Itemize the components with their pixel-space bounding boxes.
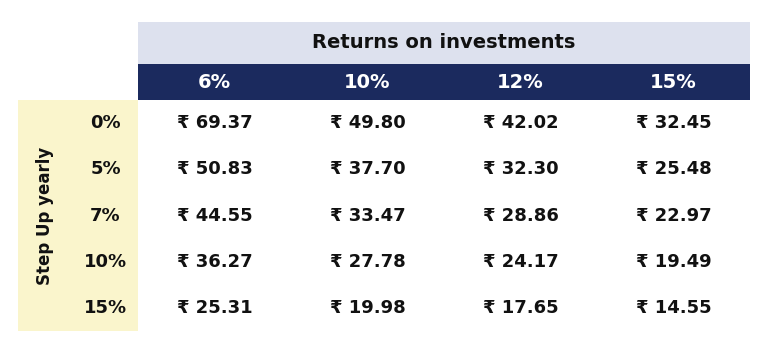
Text: 15%: 15% bbox=[84, 299, 127, 317]
Text: ₹ 50.83: ₹ 50.83 bbox=[177, 160, 253, 178]
Text: 0%: 0% bbox=[90, 114, 121, 132]
Bar bbox=[138, 22, 750, 64]
Text: 5%: 5% bbox=[90, 160, 121, 178]
Text: ₹ 19.98: ₹ 19.98 bbox=[329, 299, 406, 317]
Text: ₹ 25.31: ₹ 25.31 bbox=[177, 299, 253, 317]
Text: 10%: 10% bbox=[344, 72, 391, 91]
Text: ₹ 22.97: ₹ 22.97 bbox=[636, 207, 711, 225]
Text: 6%: 6% bbox=[198, 72, 231, 91]
Text: Step Up yearly: Step Up yearly bbox=[37, 146, 55, 285]
Text: ₹ 36.27: ₹ 36.27 bbox=[177, 253, 253, 271]
Text: ₹ 44.55: ₹ 44.55 bbox=[177, 207, 253, 225]
Text: ₹ 32.30: ₹ 32.30 bbox=[482, 160, 558, 178]
Text: ₹ 27.78: ₹ 27.78 bbox=[329, 253, 406, 271]
Text: ₹ 14.55: ₹ 14.55 bbox=[636, 299, 711, 317]
Text: 15%: 15% bbox=[650, 72, 697, 91]
Text: 12%: 12% bbox=[497, 72, 544, 91]
Text: ₹ 28.86: ₹ 28.86 bbox=[482, 207, 558, 225]
Text: ₹ 17.65: ₹ 17.65 bbox=[482, 299, 558, 317]
Text: ₹ 37.70: ₹ 37.70 bbox=[329, 160, 406, 178]
Text: ₹ 49.80: ₹ 49.80 bbox=[329, 114, 406, 132]
Text: ₹ 32.45: ₹ 32.45 bbox=[636, 114, 711, 132]
Text: 10%: 10% bbox=[84, 253, 127, 271]
Text: ₹ 19.49: ₹ 19.49 bbox=[636, 253, 711, 271]
Text: ₹ 33.47: ₹ 33.47 bbox=[329, 207, 406, 225]
Text: Returns on investments: Returns on investments bbox=[313, 34, 576, 53]
Text: ₹ 25.48: ₹ 25.48 bbox=[636, 160, 711, 178]
Text: 7%: 7% bbox=[90, 207, 121, 225]
Bar bbox=[18, 100, 138, 331]
Text: ₹ 24.17: ₹ 24.17 bbox=[482, 253, 558, 271]
Bar bbox=[138, 64, 750, 100]
Text: ₹ 42.02: ₹ 42.02 bbox=[482, 114, 558, 132]
Text: ₹ 69.37: ₹ 69.37 bbox=[177, 114, 253, 132]
